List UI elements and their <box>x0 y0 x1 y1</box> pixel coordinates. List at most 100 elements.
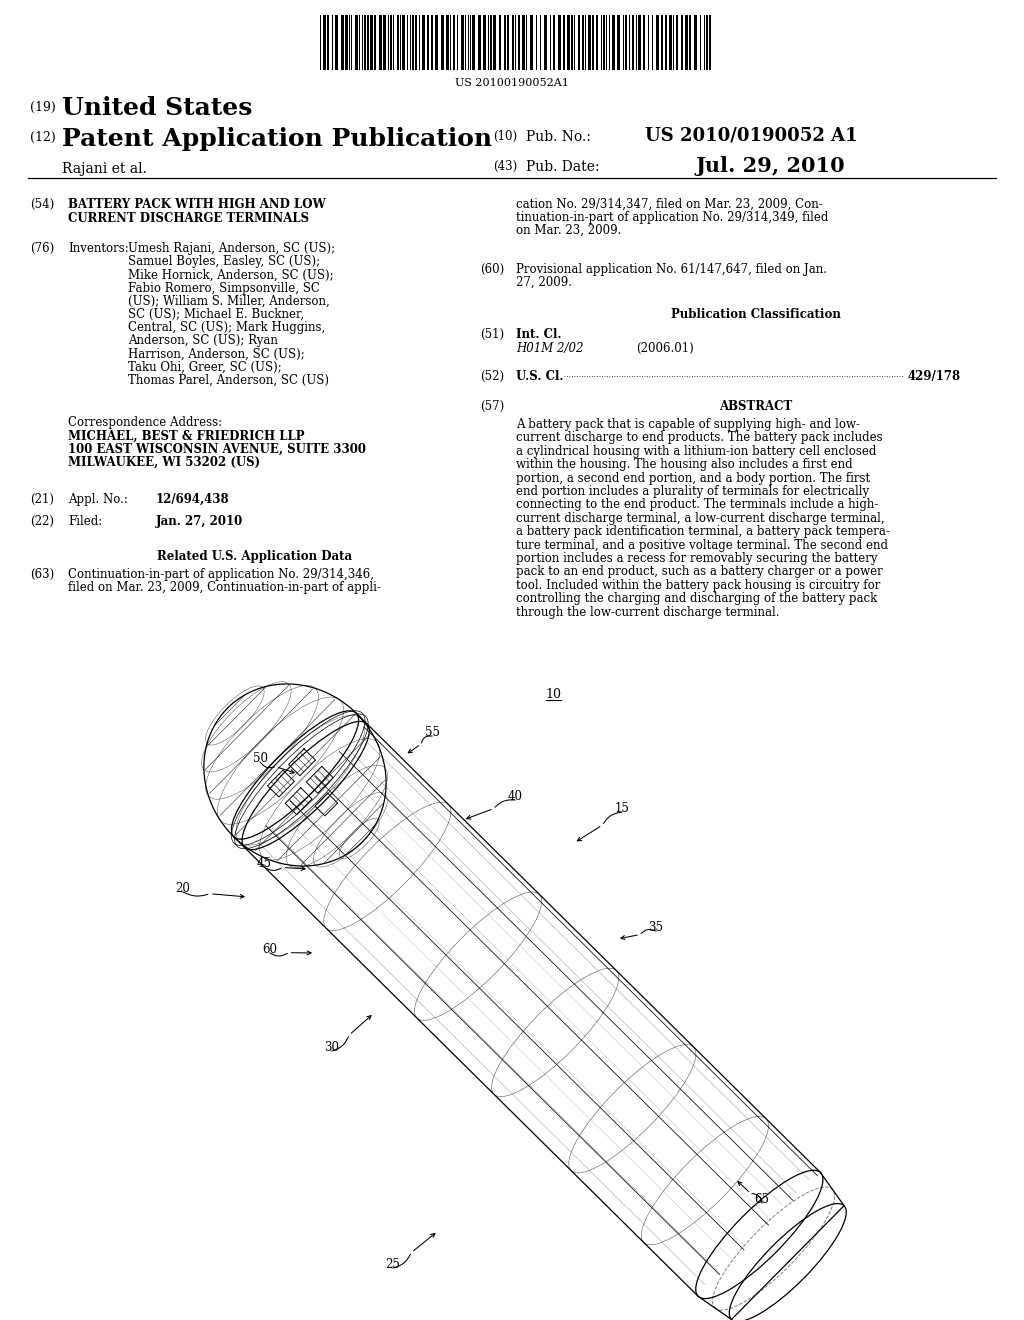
Text: (57): (57) <box>480 400 504 413</box>
Bar <box>367 15 369 70</box>
Bar <box>374 15 376 70</box>
Text: 15: 15 <box>614 803 630 814</box>
Bar <box>643 15 645 70</box>
Text: US 2010/0190052 A1: US 2010/0190052 A1 <box>645 125 858 144</box>
Bar <box>592 15 594 70</box>
Text: Pub. Date:: Pub. Date: <box>526 160 599 174</box>
Bar <box>706 15 708 70</box>
Bar <box>669 15 672 70</box>
Bar <box>493 15 496 70</box>
Text: 60: 60 <box>262 942 278 956</box>
Text: (22): (22) <box>30 515 54 528</box>
Text: Samuel Boyles, Easley, SC (US);: Samuel Boyles, Easley, SC (US); <box>128 255 321 268</box>
Bar <box>504 15 506 70</box>
Text: Correspondence Address:: Correspondence Address: <box>68 416 222 429</box>
Bar <box>596 15 598 70</box>
Text: A battery pack that is capable of supplying high- and low-: A battery pack that is capable of supply… <box>516 418 860 432</box>
Text: Mike Hornick, Anderson, SC (US);: Mike Hornick, Anderson, SC (US); <box>128 268 334 281</box>
Text: BATTERY PACK WITH HIGH AND LOW: BATTERY PACK WITH HIGH AND LOW <box>68 198 326 211</box>
Text: (60): (60) <box>480 263 504 276</box>
Bar <box>518 15 520 70</box>
Bar <box>422 15 425 70</box>
Text: within the housing. The housing also includes a first end: within the housing. The housing also inc… <box>516 458 853 471</box>
Text: 27, 2009.: 27, 2009. <box>516 276 572 289</box>
Text: controlling the charging and discharging of the battery pack: controlling the charging and discharging… <box>516 593 878 605</box>
Bar <box>483 15 486 70</box>
Bar <box>472 15 475 70</box>
Text: Inventors:: Inventors: <box>68 242 129 255</box>
Bar <box>656 15 659 70</box>
Text: H01M 2/02: H01M 2/02 <box>516 342 584 355</box>
Bar <box>435 15 438 70</box>
Bar <box>685 15 688 70</box>
Bar <box>689 15 691 70</box>
Bar <box>553 15 555 70</box>
Bar <box>582 15 584 70</box>
Text: 35: 35 <box>648 921 664 935</box>
Bar <box>578 15 580 70</box>
Text: ABSTRACT: ABSTRACT <box>720 400 793 413</box>
Bar <box>632 15 634 70</box>
Bar <box>522 15 525 70</box>
Bar <box>390 15 392 70</box>
Text: 20: 20 <box>175 882 190 895</box>
Text: ture terminal, and a positive voltage terminal. The second end: ture terminal, and a positive voltage te… <box>516 539 888 552</box>
Text: Umesh Rajani, Anderson, SC (US);: Umesh Rajani, Anderson, SC (US); <box>128 242 335 255</box>
Text: (12): (12) <box>30 131 55 144</box>
Text: cation No. 29/314,347, filed on Mar. 23, 2009, Con-: cation No. 29/314,347, filed on Mar. 23,… <box>516 198 822 211</box>
Text: (19): (19) <box>30 102 55 114</box>
Bar <box>567 15 570 70</box>
Bar <box>638 15 641 70</box>
Bar <box>563 15 565 70</box>
Text: (US); William S. Miller, Anderson,: (US); William S. Miller, Anderson, <box>128 294 330 308</box>
Text: Pub. No.:: Pub. No.: <box>526 129 591 144</box>
Text: Jul. 29, 2010: Jul. 29, 2010 <box>695 156 845 176</box>
Text: 10: 10 <box>545 688 561 701</box>
Text: Fabio Romero, Simpsonville, SC: Fabio Romero, Simpsonville, SC <box>128 281 319 294</box>
Text: 429/178: 429/178 <box>908 370 962 383</box>
Text: (43): (43) <box>493 160 517 173</box>
Text: Jan. 27, 2010: Jan. 27, 2010 <box>156 515 244 528</box>
Bar <box>507 15 509 70</box>
Text: on Mar. 23, 2009.: on Mar. 23, 2009. <box>516 224 622 238</box>
Bar <box>335 15 338 70</box>
Bar <box>681 15 683 70</box>
Text: pack to an end product, such as a battery charger or a power: pack to an end product, such as a batter… <box>516 565 883 578</box>
Text: Anderson, SC (US); Ryan: Anderson, SC (US); Ryan <box>128 334 278 347</box>
Bar <box>323 15 326 70</box>
Text: tinuation-in-part of application No. 29/314,349, filed: tinuation-in-part of application No. 29/… <box>516 211 828 224</box>
Bar <box>625 15 627 70</box>
Bar <box>558 15 561 70</box>
Text: (63): (63) <box>30 568 54 581</box>
Text: MICHAEL, BEST & FRIEDRICH LLP: MICHAEL, BEST & FRIEDRICH LLP <box>68 430 304 444</box>
Text: (54): (54) <box>30 198 54 211</box>
Text: (10): (10) <box>493 129 517 143</box>
Text: end portion includes a plurality of terminals for electrically: end portion includes a plurality of term… <box>516 484 869 498</box>
Bar <box>662 15 663 70</box>
Bar <box>415 15 417 70</box>
Text: US 20100190052A1: US 20100190052A1 <box>455 78 569 88</box>
Text: 65: 65 <box>755 1193 769 1206</box>
Bar <box>676 15 678 70</box>
Text: connecting to the end product. The terminals include a high-: connecting to the end product. The termi… <box>516 499 879 511</box>
Bar <box>397 15 399 70</box>
Text: (51): (51) <box>480 327 504 341</box>
Text: 100 EAST WISCONSIN AVENUE, SUITE 3300: 100 EAST WISCONSIN AVENUE, SUITE 3300 <box>68 444 366 455</box>
Bar <box>490 15 492 70</box>
Bar <box>499 15 501 70</box>
Text: Rajani et al.: Rajani et al. <box>62 162 146 176</box>
Text: SC (US); Michael E. Buckner,: SC (US); Michael E. Buckner, <box>128 308 304 321</box>
Bar <box>694 15 697 70</box>
Bar <box>341 15 344 70</box>
Text: 25: 25 <box>386 1258 400 1271</box>
Text: a cylindrical housing with a lithium-ion battery cell enclosed: a cylindrical housing with a lithium-ion… <box>516 445 877 458</box>
Text: Related U.S. Application Data: Related U.S. Application Data <box>158 550 352 564</box>
Text: MILWAUKEE, WI 53202 (US): MILWAUKEE, WI 53202 (US) <box>68 455 260 469</box>
Text: 50: 50 <box>253 752 267 766</box>
Text: CURRENT DISCHARGE TERMINALS: CURRENT DISCHARGE TERMINALS <box>68 213 309 224</box>
Bar <box>327 15 329 70</box>
Text: through the low-current discharge terminal.: through the low-current discharge termin… <box>516 606 779 619</box>
Bar <box>431 15 433 70</box>
Text: Filed:: Filed: <box>68 515 102 528</box>
Text: (76): (76) <box>30 242 54 255</box>
